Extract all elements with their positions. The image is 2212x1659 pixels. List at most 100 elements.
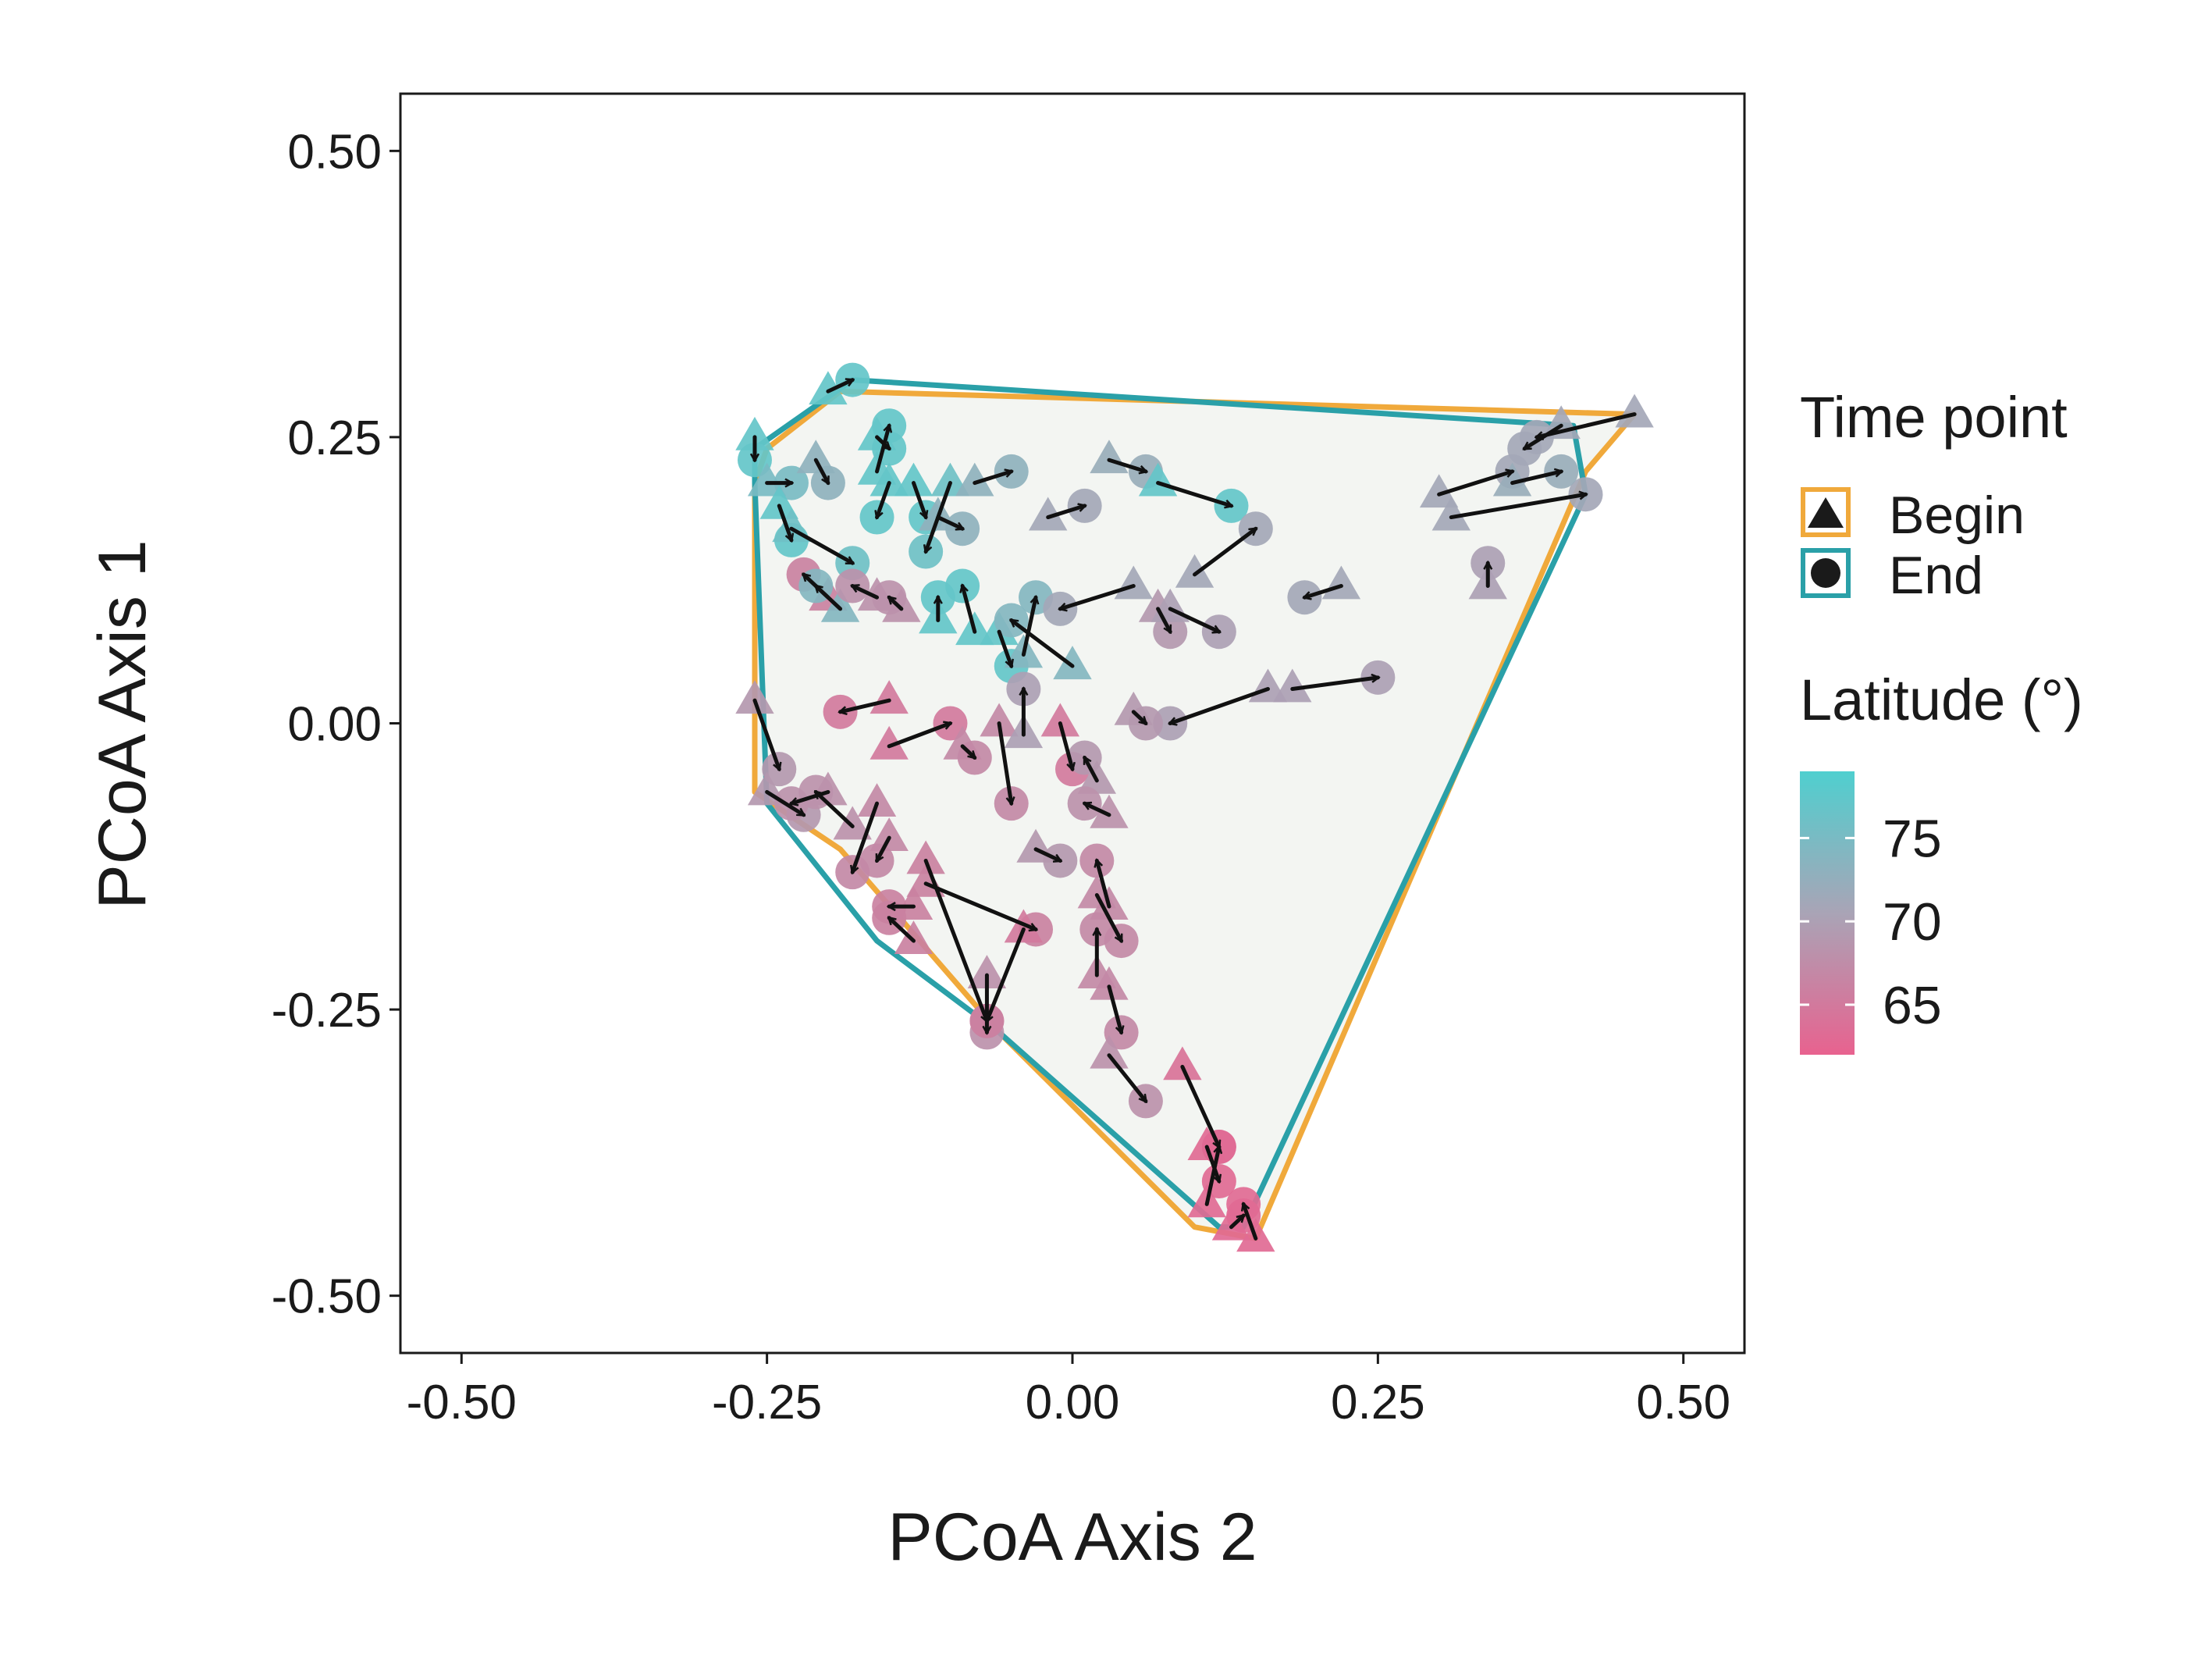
legend: Time point Begin End Latitude (°) 75 70 65	[1800, 385, 2083, 1055]
y-tick-label: 0.50	[287, 125, 382, 179]
trajectory-arrow	[813, 457, 830, 482]
trajectory-arrow	[1033, 847, 1060, 863]
trajectory-arrow	[973, 472, 1012, 486]
trajectory-arrow	[1180, 1064, 1222, 1147]
trajectory-arrow	[1083, 757, 1099, 783]
trajectory-arrow	[1243, 1204, 1258, 1241]
legend-entry-end: End	[1801, 546, 1983, 605]
legend-entry-begin: Begin	[1801, 486, 2025, 545]
begin-point	[894, 920, 934, 955]
begin-point	[1090, 966, 1129, 1000]
trajectory-arrow	[1107, 1053, 1148, 1102]
trajectory-arrow	[923, 881, 1036, 930]
trajectory-arrow	[889, 916, 916, 943]
begin-point	[967, 955, 1007, 988]
x-tick-label: -0.50	[407, 1376, 517, 1429]
trajectory-arrow	[887, 724, 950, 749]
begin-point	[759, 485, 798, 519]
plot-content	[735, 362, 1654, 1252]
begin-point	[870, 462, 909, 497]
trajectory-arrow	[1094, 892, 1124, 941]
trajectory-arrow	[1085, 801, 1111, 817]
begin-point	[906, 840, 945, 874]
trajectory-arrow	[1168, 607, 1219, 634]
trajectory-arrow	[1021, 597, 1036, 657]
begin-point	[1040, 703, 1080, 737]
begin-point	[1163, 1046, 1202, 1080]
trajectory-arrow	[841, 698, 891, 712]
y-axis-title: PCoA Axis 1	[85, 539, 160, 909]
begin-point	[1090, 1034, 1129, 1069]
trajectory-arrow	[1058, 721, 1072, 770]
begin-point	[980, 703, 1019, 737]
trajectory-arrow	[765, 789, 804, 817]
begin-point	[1090, 794, 1129, 828]
trajectory-arrow	[1097, 860, 1111, 909]
trajectory-arrow	[889, 595, 904, 611]
begin-point	[894, 462, 934, 497]
trajectory-arrow	[852, 801, 880, 872]
y-tick-label: -0.25	[272, 984, 382, 1038]
trajectory-arrow	[1060, 584, 1136, 609]
begin-point	[857, 783, 897, 817]
begin-point	[820, 588, 860, 622]
trajectory-arrow	[923, 858, 987, 1020]
trajectory-arrow	[1204, 1147, 1219, 1206]
begin-point	[1028, 497, 1068, 531]
begin-point	[1431, 497, 1471, 531]
trajectory-arrow	[1304, 584, 1343, 598]
trajectory-arrow	[1012, 618, 1075, 668]
trajectory-arrow	[960, 744, 975, 760]
begin-point	[1273, 668, 1312, 703]
begin-point	[833, 806, 872, 840]
begin-point	[1175, 554, 1214, 588]
begin-point	[1053, 646, 1092, 680]
legend-triangle-icon	[1808, 497, 1844, 528]
trajectory-arrow	[1510, 472, 1562, 486]
arrows-layer	[755, 378, 1637, 1241]
trajectory-arrow	[816, 584, 843, 611]
colorbar-tick-label: 70	[1883, 892, 1942, 952]
x-tick-label: 0.50	[1636, 1376, 1730, 1429]
legend-title-latitude: Latitude (°)	[1800, 668, 2083, 732]
begin-point	[1492, 462, 1532, 497]
y-tick-label: -0.50	[272, 1270, 382, 1324]
trajectory-arrow	[826, 378, 852, 393]
trajectory-arrow	[997, 629, 1012, 666]
legend-label-begin: Begin	[1889, 486, 2025, 545]
y-axis-ticks: -0.50 -0.25 0.00 0.25 0.50	[272, 125, 400, 1324]
begin-point	[735, 680, 774, 714]
trajectory-arrow	[1537, 412, 1637, 437]
trajectory-arrow	[987, 927, 1026, 1020]
legend-title-time-point: Time point	[1800, 385, 2068, 450]
y-tick-label: 0.00	[287, 698, 382, 752]
trajectory-arrow	[1107, 457, 1146, 472]
trajectory-arrow	[962, 586, 977, 634]
begin-point	[809, 371, 848, 405]
trajectory-arrow	[936, 515, 962, 531]
colorbar-tick-label: 65	[1883, 976, 1942, 1035]
trajectory-arrow	[1046, 506, 1085, 520]
y-tick-label: 0.25	[287, 411, 382, 465]
x-tick-label: 0.00	[1026, 1376, 1120, 1429]
trajectory-arrow	[852, 584, 880, 600]
trajectory-arrow	[875, 425, 890, 474]
trajectory-arrow	[1131, 710, 1146, 725]
trajectory-arrow	[1437, 472, 1513, 497]
colorbar-tick-label: 75	[1883, 809, 1942, 868]
begin-point	[955, 462, 994, 497]
trajectory-arrow	[777, 504, 791, 540]
trajectory-arrow	[1193, 526, 1256, 577]
trajectory-arrow	[1229, 1213, 1244, 1230]
begin-point	[870, 680, 909, 714]
trajectory-arrow	[877, 481, 891, 518]
trajectory-arrow	[1107, 984, 1122, 1033]
trajectory-arrow	[1290, 678, 1378, 692]
trajectory-arrow	[997, 721, 1012, 804]
colorbar-ticks: 75 70 65	[1800, 809, 1942, 1035]
trajectory-arrow	[875, 835, 891, 860]
x-axis-ticks: -0.50 -0.25 0.00 0.25 0.50	[407, 1353, 1730, 1429]
begin-point	[735, 416, 774, 450]
legend-label-end: End	[1889, 546, 1983, 605]
